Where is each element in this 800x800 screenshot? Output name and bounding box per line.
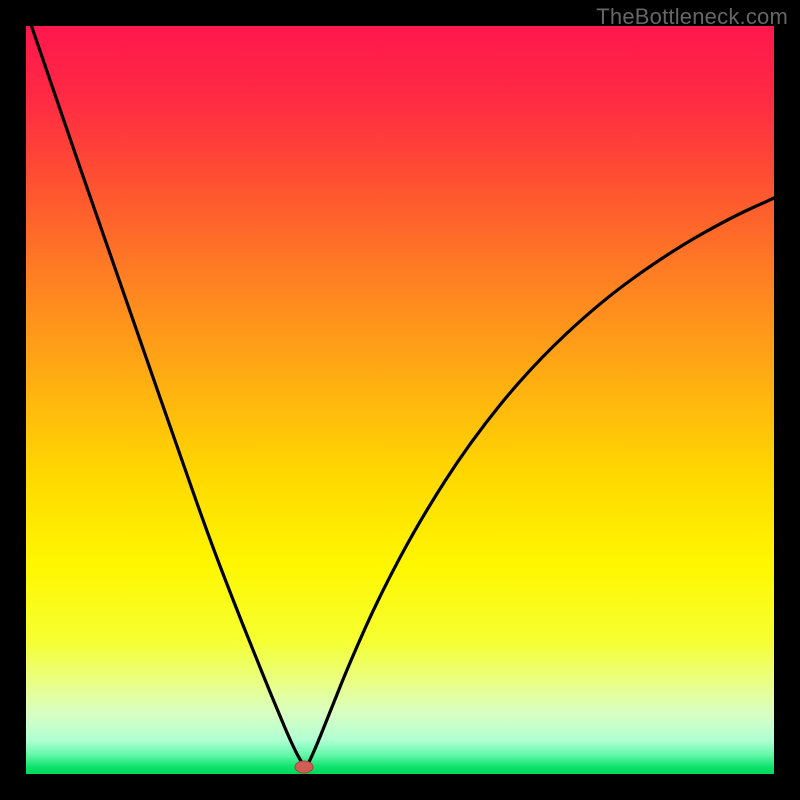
plot-background [26,26,774,774]
watermark-text: TheBottleneck.com [596,4,788,30]
chart-frame: TheBottleneck.com [0,0,800,800]
bottleneck-chart-svg [0,0,800,800]
optimum-marker [295,761,313,773]
